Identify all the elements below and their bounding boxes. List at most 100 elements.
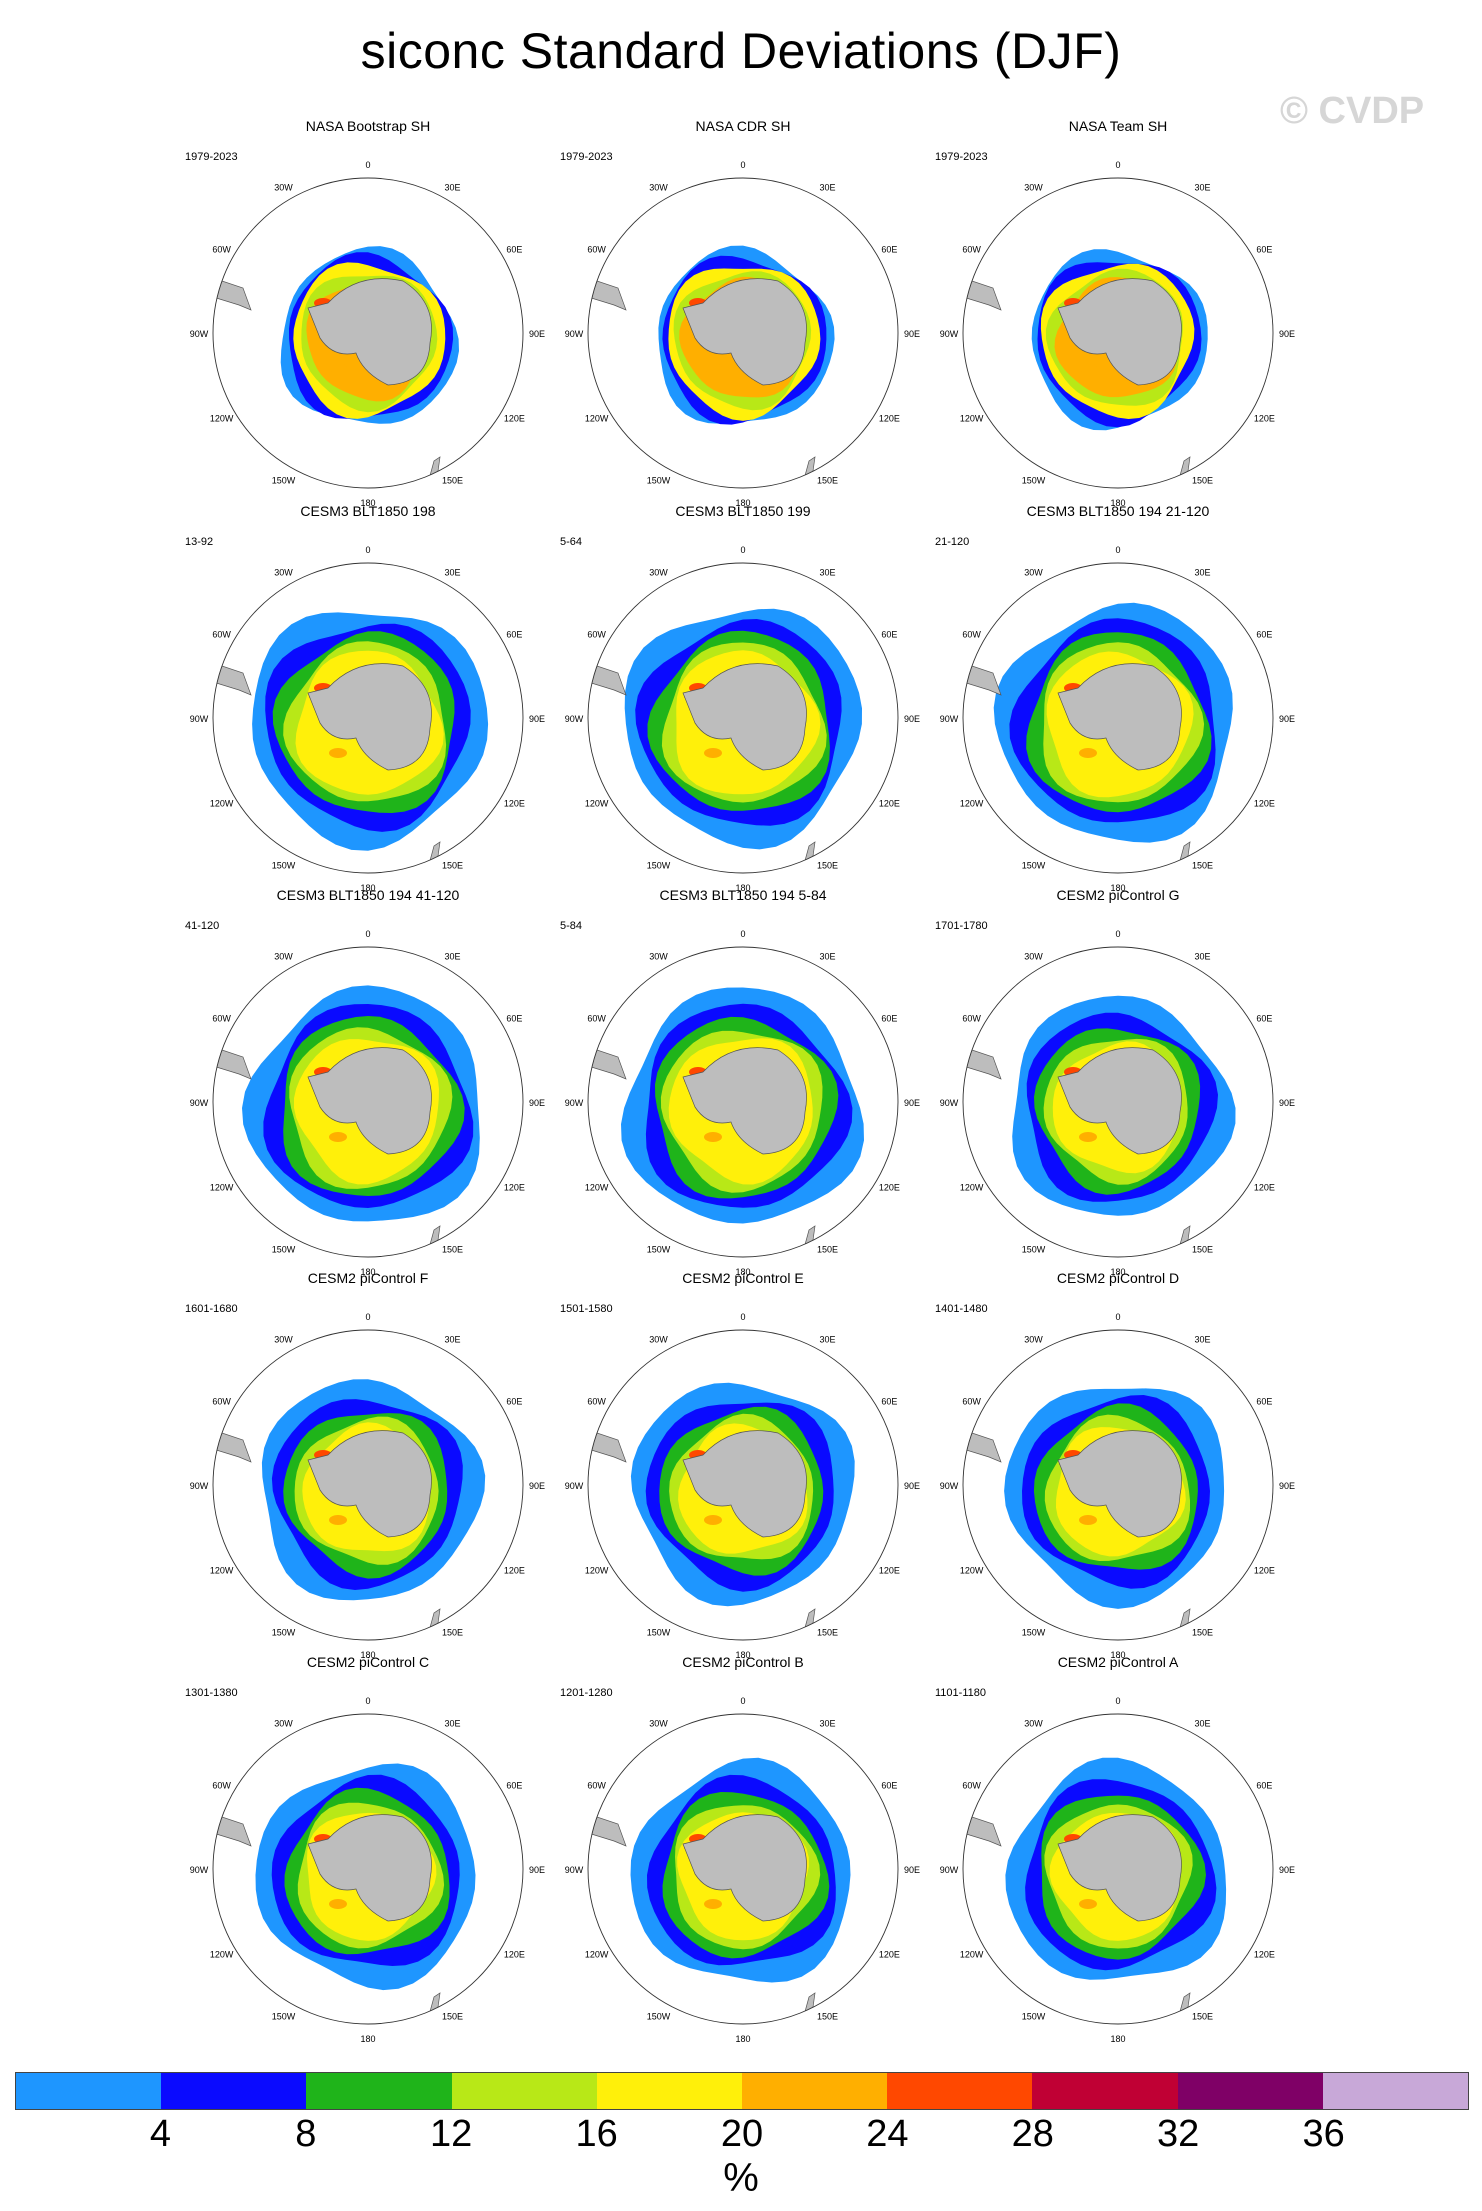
longitude-label: 0 — [365, 1312, 370, 1322]
longitude-label: 90E — [529, 1098, 545, 1108]
longitude-label: 150W — [647, 860, 671, 870]
high-variability-spot — [704, 363, 722, 373]
longitude-label: 90W — [565, 329, 584, 339]
high-variability-spot — [329, 748, 347, 758]
panel-title: CESM2 piControl C — [306, 1654, 430, 1670]
longitude-label: 90W — [940, 1865, 959, 1875]
longitude-label: 90E — [904, 1481, 920, 1491]
longitude-label: 120W — [210, 1950, 234, 1960]
new-zealand-landmass — [802, 1608, 816, 1636]
polar-map: 0 30E 60E 90E 120E 150E 180 150W 120W 90W 60W 30W — [190, 929, 545, 1277]
longitude-label: 30E — [1194, 1335, 1210, 1345]
longitude-label: 120E — [504, 799, 525, 809]
longitude-label: 180 — [735, 1267, 750, 1277]
panel-title: CESM2 piControl E — [682, 1270, 804, 1286]
colorbar-unit-label: % — [723, 2156, 759, 2200]
map-boundary-circle — [587, 1329, 899, 1641]
longitude-label: 30W — [274, 1719, 293, 1729]
longitude-label: 150W — [647, 475, 671, 485]
longitude-label: 150W — [1022, 475, 1046, 485]
longitude-label: 60E — [881, 1397, 897, 1407]
longitude-label: 60E — [1256, 1397, 1272, 1407]
longitude-label: 120W — [960, 1950, 984, 1960]
longitude-label: 150E — [1192, 860, 1213, 870]
longitude-label: 150W — [647, 2011, 671, 2021]
longitude-label: 120E — [504, 1566, 525, 1576]
polar-map: 0 30E 60E 90E 120E 150E 180 150W 120W 90W 60W 30W — [940, 1696, 1295, 2044]
panel-year-range: 5-84 — [560, 920, 583, 932]
south-america-landmass — [963, 1429, 1002, 1463]
south-america-landmass — [588, 1046, 627, 1080]
high-variability-spot — [329, 363, 347, 373]
antarctica-landmass — [1057, 663, 1182, 771]
polar-map: 0 30E 60E 90E 120E 150E 180 150W 120W 90W 60W 30W — [940, 160, 1295, 508]
longitude-label: 150E — [442, 2011, 463, 2021]
high-variability-spot — [704, 748, 722, 758]
map-boundary-circle — [962, 1713, 1274, 2025]
longitude-label: 90W — [940, 329, 959, 339]
longitude-label: 120E — [879, 799, 900, 809]
map-boundary-circle — [212, 177, 524, 489]
longitude-label: 60W — [587, 1781, 606, 1791]
panel-title: CESM3 BLT1850 194 41-120 — [276, 887, 460, 903]
longitude-label: 30W — [274, 1335, 293, 1345]
longitude-label: 60W — [587, 630, 606, 640]
longitude-label: 90E — [1279, 1098, 1295, 1108]
longitude-label: 120W — [210, 1183, 234, 1193]
figure-title: siconc Standard Deviations (DJF) — [360, 23, 1122, 79]
polar-map: 0 30E 60E 90E 120E 150E 180 150W 120W 90W 60W 30W — [565, 545, 920, 893]
longitude-label: 90W — [565, 1098, 584, 1108]
longitude-label: 30E — [1194, 1719, 1210, 1729]
longitude-label: 120W — [585, 799, 609, 809]
colorbar-swatch — [306, 2073, 452, 2109]
map-panel: 0 30E 60E 90E 120E 150E 180 150W 120W 90W 60W 30W CE… — [148, 1654, 588, 2044]
south-america-landmass — [213, 1429, 252, 1463]
polar-map: 0 30E 60E 90E 120E 150E 180 150W 120W 90W 60W 30W — [190, 1696, 545, 2044]
panel-title: CESM3 BLT1850 199 — [675, 503, 811, 519]
longitude-label: 150E — [1192, 1627, 1213, 1637]
longitude-label: 120W — [210, 799, 234, 809]
panel-year-range: 1601-1680 — [185, 1303, 238, 1315]
map-panel: 0 30E 60E 90E 120E 150E 180 150W 120W 90W 60W 30W CE… — [523, 887, 963, 1277]
longitude-label: 30W — [649, 183, 668, 193]
longitude-label: 0 — [1115, 545, 1120, 555]
longitude-label: 60E — [881, 245, 897, 255]
longitude-label: 180 — [735, 1650, 750, 1660]
longitude-label: 90E — [1279, 329, 1295, 339]
longitude-label: 150E — [442, 1627, 463, 1637]
high-variability-spot — [1079, 1132, 1097, 1142]
longitude-label: 0 — [740, 1312, 745, 1322]
panel-title: NASA CDR SH — [695, 118, 791, 134]
longitude-label: 120E — [1254, 1566, 1275, 1576]
longitude-label: 180 — [735, 498, 750, 508]
longitude-label: 60E — [506, 1397, 522, 1407]
south-america-landmass — [588, 277, 627, 311]
longitude-label: 180 — [735, 883, 750, 893]
longitude-label: 90W — [190, 1098, 209, 1108]
panel-year-range: 1979-2023 — [560, 151, 613, 163]
longitude-label: 30W — [1024, 1335, 1043, 1345]
south-america-landmass — [963, 1813, 1002, 1847]
colorbar-swatch — [451, 2073, 597, 2109]
longitude-label: 90E — [1279, 1481, 1295, 1491]
longitude-label: 90E — [529, 1865, 545, 1875]
longitude-label: 60W — [962, 1781, 981, 1791]
new-zealand-landmass — [1177, 1225, 1191, 1253]
longitude-label: 150W — [1022, 860, 1046, 870]
map-boundary-circle — [962, 946, 1274, 1258]
colorbar-tick-label: 28 — [1011, 2113, 1054, 2155]
longitude-label: 90W — [565, 1481, 584, 1491]
longitude-label: 60W — [587, 1014, 606, 1024]
longitude-label: 90E — [1279, 1865, 1295, 1875]
longitude-label: 90E — [529, 714, 545, 724]
panel-title: NASA Team SH — [1068, 118, 1168, 134]
south-america-landmass — [213, 277, 252, 311]
map-panel: 0 30E 60E 90E 120E 150E 180 150W 120W 90W 60W 30W CE… — [898, 503, 1338, 893]
longitude-label: 60W — [962, 245, 981, 255]
panel-year-range: 1401-1480 — [935, 1303, 988, 1315]
longitude-label: 0 — [740, 545, 745, 555]
panel-year-range: 5-64 — [560, 536, 583, 548]
antarctica-landmass — [307, 278, 432, 386]
longitude-label: 0 — [365, 929, 370, 939]
colorbar-swatch — [1032, 2073, 1178, 2109]
